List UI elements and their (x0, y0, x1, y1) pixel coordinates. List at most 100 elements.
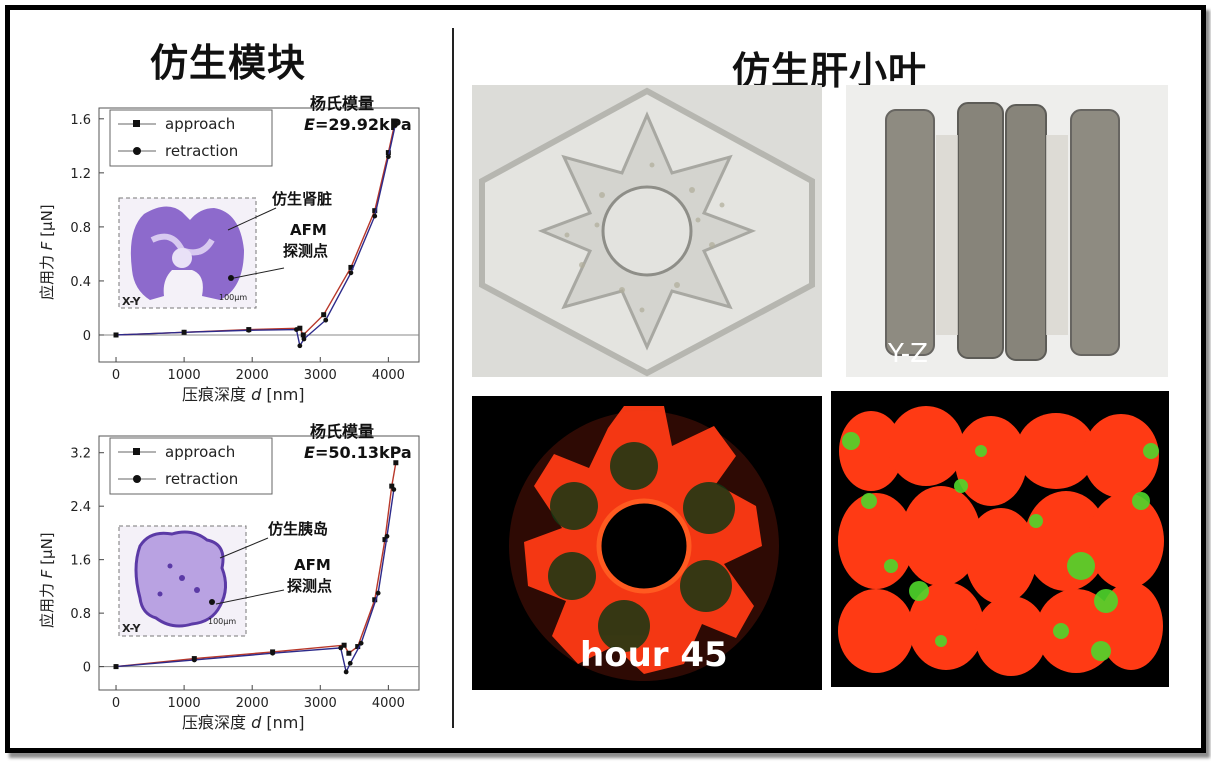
brightfield-micrograph-xy (472, 85, 822, 377)
data-point-retraction (113, 332, 119, 338)
x-tick-label: 2000 (236, 368, 269, 383)
data-point-approach (297, 325, 303, 331)
x-tick-label: 3000 (304, 696, 337, 711)
data-point-retraction (392, 123, 398, 128)
retraction-legend-circle-icon (133, 475, 141, 483)
inset-axis-label: X-Y (122, 622, 142, 635)
data-point-approach (348, 264, 354, 270)
data-point-retraction (372, 213, 378, 219)
data-point-retraction (270, 650, 276, 656)
brightfield-micrograph-yz: Y-Z (846, 85, 1168, 377)
y-axis-label: 应用力 F [μN] (38, 532, 56, 628)
data-point-approach (382, 537, 388, 543)
x-tick-label: 4000 (372, 368, 405, 383)
fluorescence-micrograph-hour45: hour 45 (472, 396, 822, 690)
micrograph-time-label: hour 45 (580, 635, 728, 675)
x-tick-label: 0 (112, 368, 120, 383)
inset-scale-label: 100μm (219, 293, 247, 302)
inset-axis-label: X-Y (122, 295, 142, 308)
data-point-retraction (391, 487, 397, 492)
inset-islet-image: X-Y 100μm (118, 525, 247, 637)
data-point-approach (385, 150, 391, 156)
y-tick-label: 0.8 (70, 607, 91, 622)
series-line-approach (115, 462, 397, 668)
inset-label-probe: 探测点 (287, 577, 332, 595)
panel-divider (452, 28, 454, 728)
data-point-retraction (343, 669, 349, 675)
x-tick-label: 4000 (372, 696, 405, 711)
data-point-approach (300, 332, 306, 338)
data-point-retraction (385, 154, 391, 160)
y-tick-label: 3.2 (70, 447, 91, 462)
data-point-retraction (323, 317, 329, 323)
data-point-retraction (375, 590, 381, 596)
inset-kidney-image: X-Y 100μm (118, 197, 257, 309)
data-point-approach (341, 642, 347, 648)
inset-label-afm: AFM (290, 221, 327, 239)
data-point-retraction (181, 329, 187, 335)
data-point-retraction (384, 533, 390, 539)
data-point-approach (355, 644, 361, 650)
y-tick-label: 2.4 (70, 500, 91, 515)
inset-scale-label: 100μm (208, 617, 236, 626)
youngs-modulus-title: 杨氏模量 (310, 94, 374, 113)
force-depth-chart-kidney: 0 1000 2000 3000 4000 0 0.4 0.8 1.2 1.6 approach … (38, 94, 420, 404)
data-point-retraction (348, 270, 354, 276)
data-point-approach (346, 650, 352, 656)
data-point-retraction (246, 327, 252, 333)
force-depth-chart-islet: 0 1000 2000 3000 4000 0 0.8 1.6 2.4 3.2 approach … (38, 422, 420, 732)
micrograph-axis-label-yz: Y-Z (887, 339, 928, 369)
x-tick-label: 3000 (304, 368, 337, 383)
data-point-retraction (113, 664, 119, 670)
data-point-approach (389, 483, 395, 489)
y-tick-label: 0 (83, 329, 91, 344)
y-tick-label: 0.8 (70, 221, 91, 236)
figure-frame: 仿生模块 仿生肝小叶 0 1000 2000 3000 4000 0 0.4 0.8 1.2 1.… (5, 5, 1206, 753)
approach-legend-square-icon (133, 120, 140, 127)
y-tick-label: 0 (83, 661, 91, 676)
y-tick-label: 1.6 (70, 113, 91, 128)
y-tick-label: 0.4 (70, 275, 91, 290)
x-axis-label: 压痕深度 d [nm] (182, 385, 305, 404)
data-point-retraction (297, 343, 303, 349)
x-tick-label: 1000 (168, 368, 201, 383)
youngs-modulus-value: E=29.92kPa (304, 115, 412, 134)
legend-approach: approach (165, 443, 235, 461)
legend: approach retraction (109, 437, 273, 495)
retraction-legend-circle-icon (133, 147, 141, 155)
chart-plot-area: 0 1000 2000 3000 4000 0 0.8 1.6 2.4 3.2 (70, 435, 420, 711)
chart-plot-area: 0 1000 2000 3000 4000 0 0.4 0.8 1.2 1.6 (70, 107, 420, 383)
x-tick-label: 1000 (168, 696, 201, 711)
legend: approach retraction (109, 109, 273, 167)
y-tick-label: 1.6 (70, 554, 91, 569)
fluorescence-micrograph-3d (831, 391, 1169, 687)
inset-label-probe: 探测点 (283, 242, 328, 260)
data-point-retraction (294, 327, 299, 332)
inset-label-organ: 仿生胰岛 (268, 520, 328, 538)
x-tick-label: 0 (112, 696, 120, 711)
legend-approach: approach (165, 115, 235, 133)
y-axis-label: 应用力 F [μN] (38, 204, 56, 300)
data-point-approach (321, 312, 327, 318)
youngs-modulus-value: E=50.13kPa (304, 443, 412, 462)
data-point-approach (372, 597, 378, 603)
inset-label-afm: AFM (294, 556, 331, 574)
data-point-approach (393, 460, 399, 466)
y-tick-label: 1.2 (70, 167, 91, 182)
x-tick-label: 2000 (236, 696, 269, 711)
legend-retraction: retraction (165, 142, 238, 160)
inset-label-organ: 仿生肾脏 (272, 190, 332, 208)
data-point-retraction (191, 657, 197, 663)
data-point-retraction (338, 645, 344, 651)
legend-retraction: retraction (165, 470, 238, 488)
youngs-modulus-title: 杨氏模量 (310, 422, 374, 441)
data-point-retraction (301, 336, 307, 342)
left-title: 仿生模块 (150, 41, 307, 85)
data-point-retraction (347, 660, 353, 666)
data-point-approach (372, 208, 378, 214)
data-point-approach (392, 119, 398, 125)
data-point-retraction (358, 640, 364, 646)
series-line-retraction (115, 489, 395, 675)
approach-legend-square-icon (133, 448, 140, 455)
x-axis-label: 压痕深度 d [nm] (182, 713, 305, 732)
